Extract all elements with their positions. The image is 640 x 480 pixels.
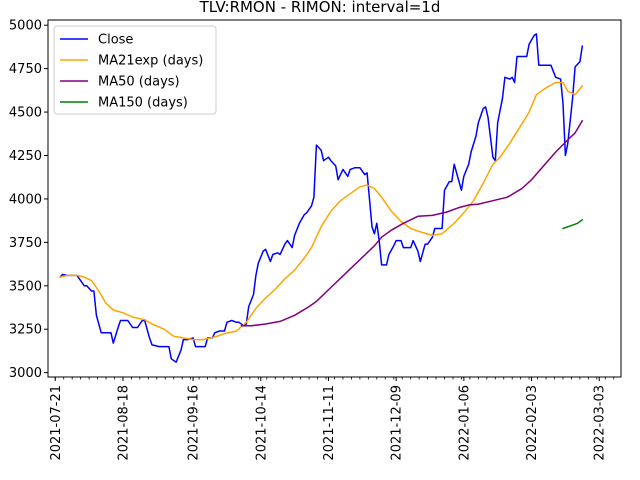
- legend-label: MA21exp (days): [98, 54, 203, 69]
- legend-box: [53, 25, 217, 115]
- y-tick-label: 4750: [9, 62, 42, 77]
- y-tick-label: 5000: [9, 19, 42, 34]
- x-axis: 2021-07-21 2021-08-18 2021-09-16 2021-10-14…: [49, 377, 615, 461]
- y-tick-label: 4500: [9, 106, 42, 121]
- x-tick-label: 2021-09-16: [187, 385, 202, 461]
- x-tick-label: 2022-01-06: [457, 385, 472, 461]
- legend-label: Close: [98, 33, 133, 48]
- plot-area: [47, 19, 622, 378]
- y-tick-label: 3500: [9, 279, 42, 294]
- y-tick-label: 4250: [9, 149, 42, 164]
- legend-label: MA150 (days): [98, 96, 188, 111]
- series-line-close: [59, 33, 584, 363]
- y-tick-label: 3000: [9, 366, 42, 381]
- y-tick-label: 3750: [9, 236, 42, 251]
- legend: Close MA21exp (days) MA50 (days) MA150 (day…: [53, 25, 217, 115]
- y-axis: 3000 3250 3500 3750 4000 4250 4500 4750 5000: [9, 19, 48, 381]
- y-tick-label: 4000: [9, 192, 42, 207]
- x-tick-label: 2022-02-03: [525, 385, 540, 461]
- x-tick-label: 2021-12-09: [390, 385, 405, 461]
- x-tick-label: 2022-03-03: [593, 385, 608, 461]
- series-line-ma50-days: [240, 120, 584, 327]
- chart-title: TLV:RMON - RIMON: interval=1d: [199, 0, 441, 16]
- x-tick-label: 2021-08-18: [116, 385, 131, 461]
- x-tick-label: 2021-11-11: [322, 385, 337, 461]
- legend-label: MA50 (days): [98, 75, 180, 90]
- series-line-ma150-days: [562, 219, 584, 230]
- series-lines: [59, 33, 584, 363]
- x-tick-label: 2021-10-14: [254, 385, 269, 461]
- x-tick-label: 2021-07-21: [49, 385, 64, 461]
- y-tick-label: 3250: [9, 323, 42, 338]
- series-line-ma21exp-days: [59, 81, 584, 341]
